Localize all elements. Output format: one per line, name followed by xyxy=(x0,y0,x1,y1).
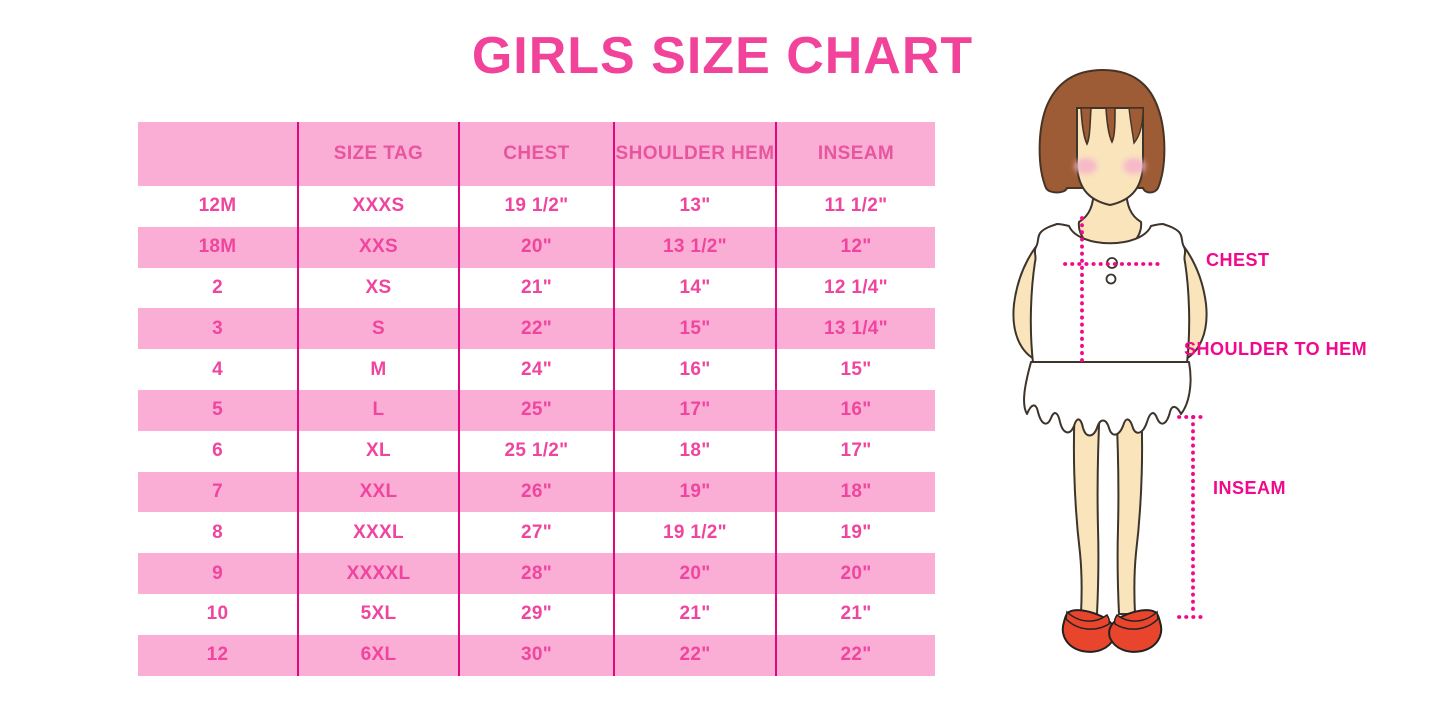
size-cell: 11 1/2" xyxy=(775,186,935,227)
header-cell: INSEAM xyxy=(775,122,935,186)
bang-side-wedge xyxy=(1128,107,1144,145)
size-cell: L xyxy=(297,389,458,431)
size-cell: 20" xyxy=(613,553,775,594)
inseam-label: INSEAM xyxy=(1213,478,1287,498)
size-table: SIZE TAG CHEST SHOULDER HEM INSEAM 12M XXXS 19… xyxy=(138,122,935,676)
size-cell: 2 xyxy=(212,276,223,298)
size-cell: XXS xyxy=(297,226,458,268)
size-cell: 14" xyxy=(613,267,775,309)
blush-right xyxy=(1123,158,1145,174)
size-cell: 13 1/4" xyxy=(775,308,935,350)
size-cell: 22" xyxy=(458,308,613,350)
size-cell: 13 1/2" xyxy=(613,226,775,268)
size-cell: 22" xyxy=(775,634,935,676)
shoes xyxy=(1061,609,1163,653)
table-row: 12 6XL 30" 22" 22" xyxy=(138,634,935,676)
size-cell: 13" xyxy=(613,186,775,227)
girl-illustration-svg xyxy=(1012,68,1208,653)
size-cell: 18" xyxy=(775,471,935,513)
girl-illustration xyxy=(993,58,1208,678)
size-cell: XL xyxy=(297,430,458,472)
size-cell: 19 1/2" xyxy=(613,512,775,554)
size-cell: 29" xyxy=(458,593,613,635)
size-cell: S xyxy=(297,308,458,350)
size-cell: XXXS xyxy=(297,186,458,227)
size-cell: 27" xyxy=(458,512,613,554)
size-cell: 9 xyxy=(212,562,223,584)
size-cell: 21" xyxy=(775,593,935,635)
head xyxy=(1038,68,1166,207)
top-bodice xyxy=(1029,223,1191,364)
table-row: 6 XL 25 1/2" 18" 17" xyxy=(138,430,935,472)
button-bottom xyxy=(1105,273,1117,285)
bang-strand-left xyxy=(1080,107,1092,146)
shoulder-to-hem-label: SHOULDER TO HEM xyxy=(1184,339,1368,359)
legs xyxy=(1072,387,1144,615)
header-cell xyxy=(138,122,297,186)
size-cell: 25" xyxy=(458,389,613,431)
header-row: SIZE TAG CHEST SHOULDER HEM INSEAM xyxy=(138,122,935,186)
size-cell: 15" xyxy=(613,308,775,350)
skirt-ruffle xyxy=(1023,361,1192,437)
table-row: 3 S 22" 15" 13 1/4" xyxy=(138,308,935,350)
measurement-lines xyxy=(1063,216,1207,619)
table-row: 2 XS 21" 14" 12 1/4" xyxy=(138,267,935,309)
size-cell: 15" xyxy=(775,349,935,390)
size-cell: XXXXL xyxy=(297,553,458,594)
header-cell: SHOULDER HEM xyxy=(613,122,775,186)
size-cell: 12" xyxy=(775,226,935,268)
header-cell: SIZE TAG xyxy=(297,122,458,186)
table-row: 4 M 24" 16" 15" xyxy=(138,349,935,390)
size-cell: 20" xyxy=(458,226,613,268)
size-cell: 12 1/4" xyxy=(775,267,935,309)
size-cell: 28" xyxy=(458,553,613,594)
size-cell: 12M xyxy=(198,195,237,217)
size-cell: 19 1/2" xyxy=(458,186,613,227)
size-cell: 4 xyxy=(212,358,223,380)
size-cell: 25 1/2" xyxy=(458,430,613,472)
size-cell: 30" xyxy=(458,634,613,676)
size-cell: M xyxy=(297,349,458,390)
size-cell: 6XL xyxy=(297,634,458,676)
size-cell: 24" xyxy=(458,349,613,390)
bang-strand-right xyxy=(1105,107,1116,144)
size-cell: 20" xyxy=(775,553,935,594)
blush-left xyxy=(1075,158,1097,174)
size-cell: 19" xyxy=(613,471,775,513)
size-cell: 18M xyxy=(198,236,237,258)
size-cell: 18" xyxy=(613,430,775,472)
size-cell: XXL xyxy=(297,471,458,513)
size-cell: 7 xyxy=(212,480,223,502)
size-cell: 17" xyxy=(775,430,935,472)
size-cell: 19" xyxy=(775,512,935,554)
size-cell: 17" xyxy=(613,389,775,431)
size-cell: 21" xyxy=(613,593,775,635)
size-cell: 8 xyxy=(212,521,223,543)
table-row: 5 L 25" 17" 16" xyxy=(138,389,935,431)
table-row: 7 XXL 26" 19" 18" xyxy=(138,471,935,513)
size-cell: XXXL xyxy=(297,512,458,554)
size-cell: 6 xyxy=(212,440,223,462)
size-cell: 12 xyxy=(206,644,229,666)
header-cell: CHEST xyxy=(458,122,613,186)
table-row: 18M XXS 20" 13 1/2" 12" xyxy=(138,226,935,268)
size-cell: 3 xyxy=(212,317,223,339)
size-cell: 5 xyxy=(212,399,223,421)
table-row: 8 XXXL 27" 19 1/2" 19" xyxy=(138,512,935,554)
size-cell: 10 xyxy=(206,603,229,625)
size-cell: 5XL xyxy=(297,593,458,635)
size-cell: 22" xyxy=(613,634,775,676)
table-row: 10 5XL 29" 21" 21" xyxy=(138,593,935,635)
size-cell: 16" xyxy=(775,389,935,431)
size-cell: XS xyxy=(297,267,458,309)
table-row: 9 XXXXL 28" 20" 20" xyxy=(138,553,935,594)
table-row: 12M XXXS 19 1/2" 13" 11 1/2" xyxy=(138,186,935,227)
size-cell: 21" xyxy=(458,267,613,309)
page-title: GIRLS SIZE CHART xyxy=(471,27,974,85)
chest-label: CHEST xyxy=(1206,250,1270,270)
size-cell: 16" xyxy=(613,349,775,390)
size-cell: 26" xyxy=(458,471,613,513)
